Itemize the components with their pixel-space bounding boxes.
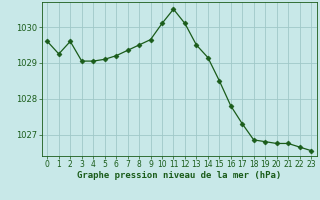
X-axis label: Graphe pression niveau de la mer (hPa): Graphe pression niveau de la mer (hPa) bbox=[77, 171, 281, 180]
